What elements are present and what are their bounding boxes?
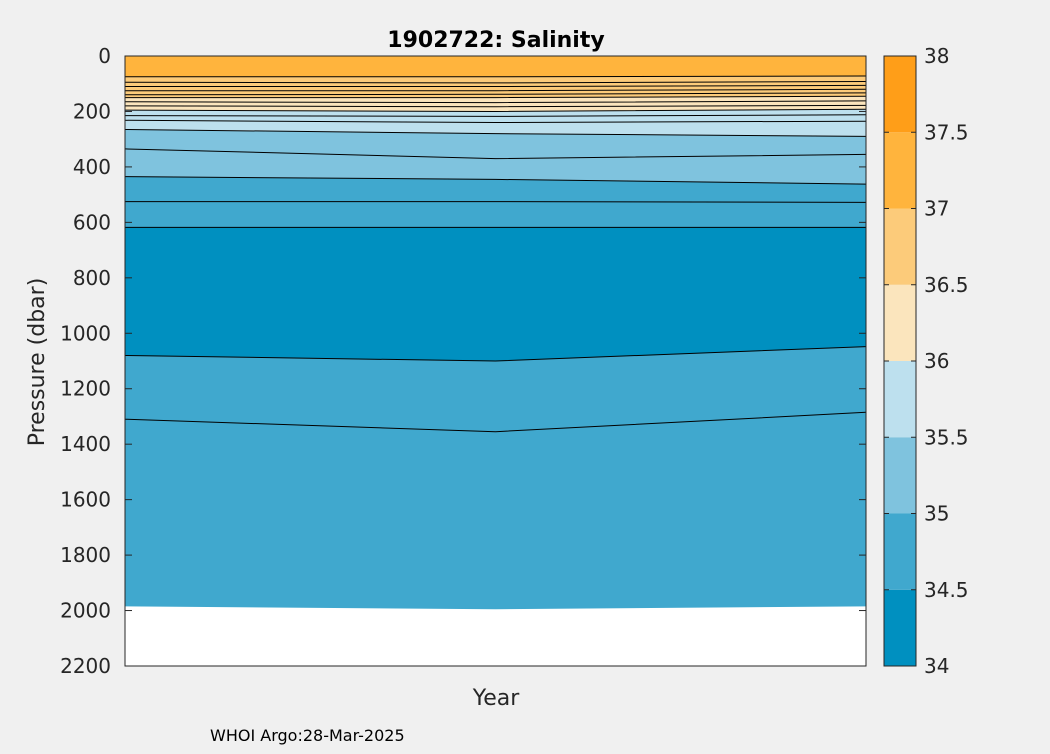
chart-title: 1902722: Salinity — [387, 28, 604, 53]
colorbar-band — [884, 132, 916, 209]
colorbar-band — [884, 56, 916, 133]
colorbar-tick-label: 37.5 — [924, 120, 969, 144]
colorbar-tick-label: 38 — [924, 44, 949, 68]
salinity-band — [125, 76, 866, 83]
contour-line — [124, 119, 867, 124]
salinity-band — [125, 201, 866, 228]
salinity-band — [125, 346, 866, 432]
contour-line — [125, 88, 867, 92]
contour-line — [125, 75, 867, 78]
y-tick-label: 200 — [73, 99, 111, 123]
colorbar-tick-label: 35 — [924, 502, 949, 526]
contour-line — [124, 148, 867, 160]
colorbar-tick-label: 37 — [924, 197, 949, 221]
contour-line — [125, 84, 867, 87]
colorbar-band — [884, 589, 916, 666]
footer-credit: WHOI Argo:28-Mar-2025 — [210, 726, 405, 745]
x-axis-label: Year — [472, 686, 521, 711]
contour-line — [124, 100, 867, 104]
contour-line — [124, 346, 867, 362]
y-tick-label: 2200 — [60, 654, 111, 678]
colorbar-tick-label: 34 — [924, 654, 949, 678]
y-tick-label: 400 — [73, 155, 111, 179]
y-tick-label: 1400 — [60, 432, 111, 456]
salinity-band — [125, 412, 866, 610]
y-tick-label: 1600 — [60, 488, 111, 512]
contour-line — [124, 114, 867, 117]
y-tick-label: 600 — [73, 210, 111, 234]
y-tick-label: 2000 — [60, 599, 111, 623]
contour-line — [124, 129, 867, 137]
colorbar-band — [884, 284, 916, 361]
contour-line — [125, 95, 867, 99]
colorbar-tick-label: 36 — [924, 349, 949, 373]
salinity-band — [125, 148, 866, 185]
contour-line — [125, 201, 867, 203]
colorbar-band — [884, 361, 916, 438]
colorbar-tick-label: 36.5 — [924, 273, 969, 297]
y-tick-label: 1200 — [60, 377, 111, 401]
colorbar-band — [884, 208, 916, 285]
salinity-band — [125, 227, 866, 361]
colorbar-band — [884, 513, 916, 590]
colorbar-tick-label: 34.5 — [924, 578, 969, 602]
y-tick-label: 800 — [73, 266, 111, 290]
contour-line — [124, 92, 867, 96]
salinity-band — [125, 176, 866, 203]
salinity-band — [125, 120, 866, 137]
contour-line — [124, 176, 867, 185]
contour-line — [124, 104, 867, 108]
y-tick-label: 1800 — [60, 543, 111, 567]
y-tick-label: 1000 — [60, 321, 111, 345]
y-tick-label: 0 — [98, 44, 111, 68]
salinity-band — [125, 56, 866, 77]
plot-frame — [124, 55, 867, 667]
y-axis-label: Pressure (dbar) — [25, 278, 50, 447]
contour-line — [124, 411, 867, 433]
contour-line — [124, 81, 867, 84]
contour-line — [124, 108, 867, 113]
salinity-band — [125, 114, 866, 123]
colorbar-band — [884, 437, 916, 514]
colorbar-tick-label: 35.5 — [924, 425, 969, 449]
salinity-band — [125, 129, 866, 159]
